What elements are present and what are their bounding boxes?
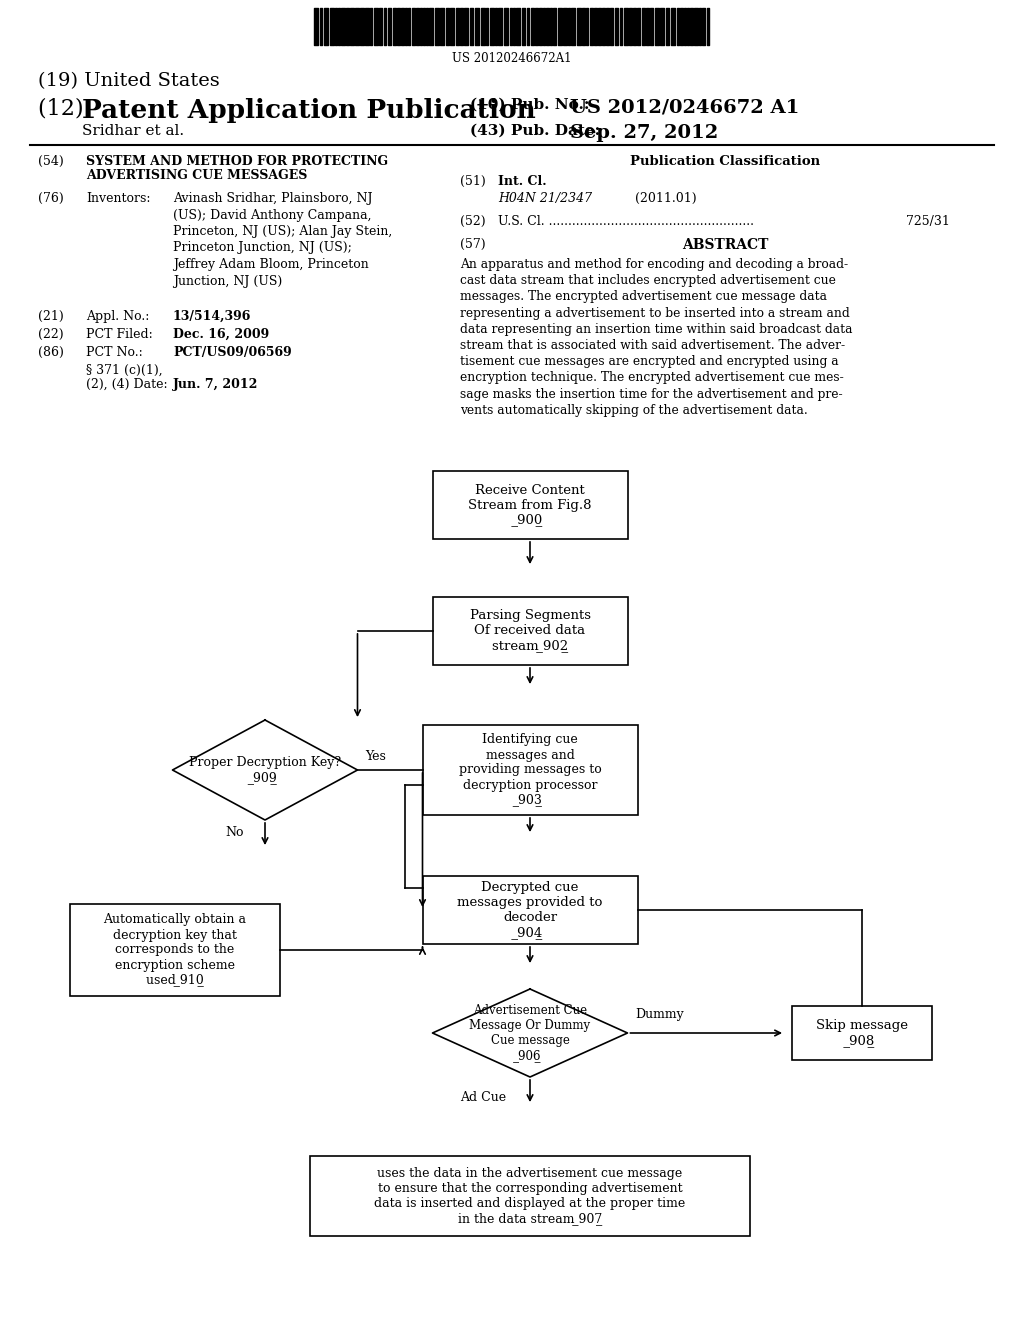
Text: (43) Pub. Date:: (43) Pub. Date: [470, 124, 600, 139]
Text: (51): (51) [460, 176, 485, 187]
Polygon shape [432, 989, 628, 1077]
Text: 725/31: 725/31 [906, 215, 950, 228]
Text: Publication Classification: Publication Classification [630, 154, 820, 168]
Text: (10) Pub. No.:: (10) Pub. No.: [470, 98, 590, 112]
Bar [432, 597, 628, 665]
Text: Jun. 7, 2012: Jun. 7, 2012 [173, 378, 258, 391]
Text: (57): (57) [460, 238, 485, 251]
Text: No: No [225, 826, 244, 840]
Text: PCT No.:: PCT No.: [86, 346, 142, 359]
Text: US 20120246672A1: US 20120246672A1 [453, 51, 571, 65]
Bar [423, 876, 638, 944]
Text: (22): (22) [38, 327, 63, 341]
Text: An apparatus and method for encoding and decoding a broad-
cast data stream that: An apparatus and method for encoding and… [460, 257, 853, 417]
Text: § 371 (c)(1),: § 371 (c)(1), [86, 364, 163, 378]
Text: SYSTEM AND METHOD FOR PROTECTING: SYSTEM AND METHOD FOR PROTECTING [86, 154, 388, 168]
Text: (19) United States: (19) United States [38, 73, 220, 90]
Text: (76): (76) [38, 191, 63, 205]
Bar [70, 904, 280, 997]
Text: PCT/US09/06569: PCT/US09/06569 [173, 346, 292, 359]
Text: Proper Decryption Key?
̲909̲: Proper Decryption Key? ̲909̲ [189, 756, 341, 784]
Text: (21): (21) [38, 310, 63, 323]
Bar [432, 471, 628, 539]
Text: Appl. No.:: Appl. No.: [86, 310, 150, 323]
Text: Identifying cue
messages and
providing messages to
decryption processor
̲903̲: Identifying cue messages and providing m… [459, 734, 601, 807]
Text: Ad Cue: Ad Cue [460, 1092, 506, 1104]
Bar [792, 1006, 932, 1060]
Text: Advertisement Cue
Message Or Dummy
Cue message
̲906̲: Advertisement Cue Message Or Dummy Cue m… [469, 1005, 591, 1063]
Text: (2), (4) Date:: (2), (4) Date: [86, 378, 168, 391]
Text: (2011.01): (2011.01) [635, 191, 696, 205]
Bar [423, 725, 638, 814]
Text: Dec. 16, 2009: Dec. 16, 2009 [173, 327, 269, 341]
Text: ABSTRACT: ABSTRACT [682, 238, 768, 252]
Text: Avinash Sridhar, Plainsboro, NJ
(US); David Anthony Campana,
Princeton, NJ (US);: Avinash Sridhar, Plainsboro, NJ (US); Da… [173, 191, 392, 288]
Bar [310, 1156, 750, 1236]
Text: Skip message
̲908̲: Skip message ̲908̲ [816, 1019, 908, 1047]
Text: (86): (86) [38, 346, 63, 359]
Text: H04N 21/2347: H04N 21/2347 [498, 191, 592, 205]
Polygon shape [172, 719, 357, 820]
Text: Sep. 27, 2012: Sep. 27, 2012 [570, 124, 718, 143]
Text: (12): (12) [38, 98, 91, 120]
Text: Inventors:: Inventors: [86, 191, 151, 205]
Text: Automatically obtain a
decryption key that
corresponds to the
encryption scheme
: Automatically obtain a decryption key th… [103, 913, 247, 986]
Text: Parsing Segments
Of received data
stream ̲902̲: Parsing Segments Of received data stream… [469, 610, 591, 652]
Text: Receive Content
Stream from Fig.8
̲900̲: Receive Content Stream from Fig.8 ̲900̲ [468, 483, 592, 527]
Text: Yes: Yes [366, 750, 386, 763]
Text: PCT Filed:: PCT Filed: [86, 327, 153, 341]
Text: (54): (54) [38, 154, 63, 168]
Text: U.S. Cl. .....................................................: U.S. Cl. ...............................… [498, 215, 754, 228]
Text: uses the data in the advertisement cue message
to ensure that the corresponding : uses the data in the advertisement cue m… [375, 1167, 686, 1225]
Text: ADVERTISING CUE MESSAGES: ADVERTISING CUE MESSAGES [86, 169, 307, 182]
Text: 13/514,396: 13/514,396 [173, 310, 251, 323]
Text: Decrypted cue
messages provided to
decoder
̲904̲: Decrypted cue messages provided to decod… [458, 880, 603, 939]
Text: US 2012/0246672 A1: US 2012/0246672 A1 [570, 98, 800, 116]
Text: Dummy: Dummy [636, 1008, 684, 1020]
Text: Int. Cl.: Int. Cl. [498, 176, 547, 187]
Text: Sridhar et al.: Sridhar et al. [82, 124, 184, 139]
Text: Patent Application Publication: Patent Application Publication [82, 98, 536, 123]
Text: (52): (52) [460, 215, 485, 228]
